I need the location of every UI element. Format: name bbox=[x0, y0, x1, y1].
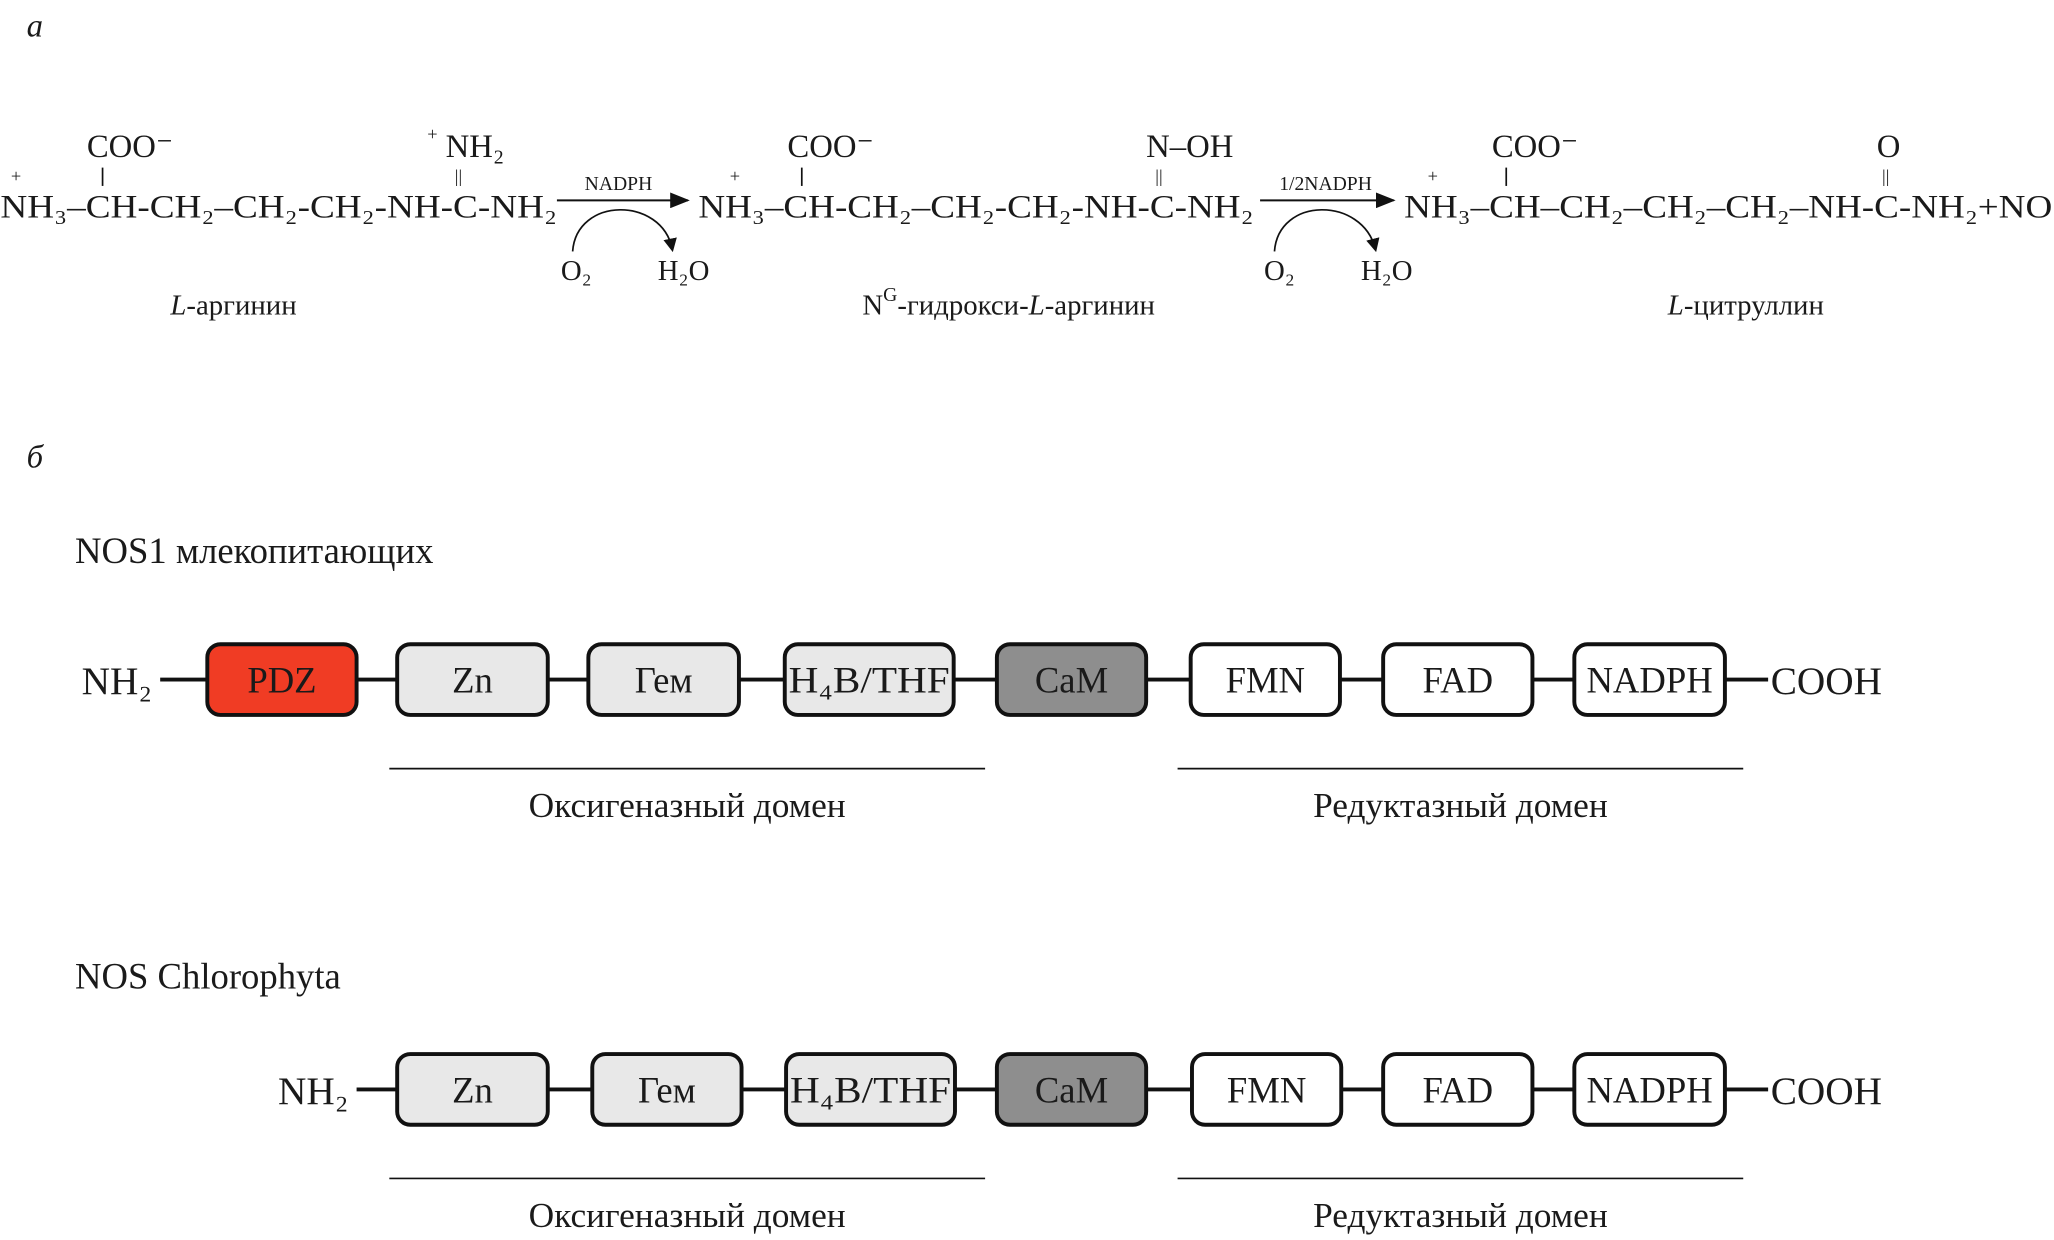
product-h2o: H₂O bbox=[658, 255, 710, 287]
domain-label: FAD bbox=[1422, 660, 1493, 701]
formula-chain: NH₃–CH-CH₂–CH₂-CH₂-NH-C-NH₂ bbox=[0, 189, 556, 225]
domain-label: Zn bbox=[452, 1070, 493, 1111]
reaction-arrow-1: NADPH O₂ H₂O bbox=[556, 173, 710, 287]
oxygenase-domain-label: Оксигеназный домен bbox=[529, 1195, 846, 1235]
domain-label: PDZ bbox=[247, 660, 316, 701]
carboxylate: COO⁻ bbox=[787, 129, 873, 165]
domain-rect bbox=[1381, 642, 1535, 717]
domain-box: FAD bbox=[1381, 1052, 1535, 1127]
double-bond: || bbox=[1882, 166, 1889, 186]
double-bond: || bbox=[1155, 166, 1162, 186]
domain-box: H₄B/THF bbox=[782, 642, 956, 717]
molecule-name: L-цитруллин bbox=[1667, 289, 1824, 321]
domain-label: Гем bbox=[638, 1070, 696, 1111]
protein-1: NOS Chlorophyta NH₂ COOH Zn Гем H₄B/THF CaM FMN… bbox=[75, 956, 1882, 1235]
carboxylate: COO⁻ bbox=[87, 129, 173, 165]
domain-box: CaM bbox=[994, 642, 1149, 717]
protein-diagrams: NOS1 млекопитающих NH₂ COOH PDZ Zn Гем H₄B/THF… bbox=[75, 530, 1882, 1235]
domain-box: CaM bbox=[994, 1052, 1149, 1127]
domain-rect bbox=[395, 642, 550, 717]
panel-b-label: б bbox=[27, 439, 45, 475]
n-terminus: NH₂ bbox=[278, 1070, 348, 1113]
n-terminus: NH₂ bbox=[82, 660, 152, 703]
domain-box: NADPH bbox=[1572, 1052, 1727, 1127]
charge-plus: + bbox=[427, 124, 437, 144]
charge-plus: + bbox=[1428, 166, 1438, 186]
domain-box: Гем bbox=[586, 642, 741, 717]
domain-box: NADPH bbox=[1572, 642, 1727, 717]
domain-label: NADPH bbox=[1586, 1070, 1712, 1111]
carbonyl-oxygen: O bbox=[1877, 129, 1901, 165]
molecule-l-citrulline: NH₃–CH–CH₂–CH₂–CH₂–NH-C-NH₂+NO + COO⁻ O … bbox=[1404, 129, 2052, 321]
domain-rect bbox=[1190, 1052, 1344, 1127]
domain-rect bbox=[586, 642, 741, 717]
molecule-hydroxy-arginine: NH₃–CH-CH₂–CH₂-CH₂-NH-C-NH₂ + COO⁻ N–OH … bbox=[698, 129, 1253, 321]
domain-box: Гем bbox=[590, 1052, 744, 1127]
domain-label: CaM bbox=[1035, 1070, 1108, 1111]
charge-plus: + bbox=[730, 166, 740, 186]
molecule-name: NG-гидрокси-L-аргинин bbox=[862, 284, 1155, 321]
charge-plus: + bbox=[11, 166, 21, 186]
cofactor-label: 1/2NADPH bbox=[1279, 173, 1372, 195]
domain-rect bbox=[994, 642, 1149, 717]
domain-rect bbox=[205, 642, 359, 717]
molecule-l-arginine: NH₃–CH-CH₂–CH₂-CH₂-NH-C-NH₂ + COO⁻ + NH₂… bbox=[0, 124, 556, 321]
domain-label: CaM bbox=[1035, 660, 1108, 701]
domain-rect bbox=[1572, 1052, 1727, 1127]
protein-0: NOS1 млекопитающих NH₂ COOH PDZ Zn Гем H₄B/THF… bbox=[75, 530, 1882, 825]
molecule-name: L-аргинин bbox=[169, 289, 296, 321]
panel-a-label: а bbox=[27, 9, 43, 45]
c-terminus: COOH bbox=[1771, 660, 1882, 703]
domain-label: NADPH bbox=[1586, 660, 1712, 701]
formula-chain: NH₃–CH-CH₂–CH₂-CH₂-NH-C-NH₂ bbox=[698, 189, 1253, 225]
domain-rect bbox=[782, 642, 956, 717]
domain-rect bbox=[1572, 642, 1727, 717]
reductase-domain-label: Редуктазный домен bbox=[1313, 1195, 1608, 1235]
domain-rect bbox=[1188, 642, 1342, 717]
domain-label: Zn bbox=[452, 660, 493, 701]
domain-box: Zn bbox=[395, 1052, 550, 1127]
reactant-o2: O₂ bbox=[1264, 255, 1295, 287]
domain-label: Гем bbox=[635, 660, 693, 701]
protein-title: NOS Chlorophyta bbox=[75, 956, 341, 997]
domain-box: H₄B/THF bbox=[784, 1052, 957, 1127]
double-bond: || bbox=[455, 166, 462, 186]
oxygenase-domain-label: Оксигеназный домен bbox=[529, 785, 846, 825]
domain-box: FMN bbox=[1188, 642, 1342, 717]
domain-label: FMN bbox=[1226, 660, 1305, 701]
amine-group: NH₂ bbox=[446, 129, 505, 165]
reactant-o2: O₂ bbox=[561, 255, 592, 287]
domain-rect bbox=[590, 1052, 744, 1127]
domain-rect bbox=[395, 1052, 550, 1127]
domain-rect bbox=[1381, 1052, 1535, 1127]
domain-box: PDZ bbox=[205, 642, 359, 717]
domain-box: FAD bbox=[1381, 642, 1535, 717]
c-terminus: COOH bbox=[1771, 1070, 1882, 1113]
formula-chain: NH₃–CH–CH₂–CH₂–CH₂–NH-C-NH₂+NO bbox=[1404, 189, 2052, 225]
hydroxyimino-group: N–OH bbox=[1146, 129, 1233, 165]
protein-title: NOS1 млекопитающих bbox=[75, 530, 433, 571]
domain-label: FMN bbox=[1227, 1070, 1306, 1111]
domain-label: H₄B/THF bbox=[790, 1070, 951, 1111]
product-h2o: H₂O bbox=[1361, 255, 1413, 287]
cofactor-label: NADPH bbox=[585, 173, 653, 195]
reaction-arrow-2: 1/2NADPH O₂ H₂O bbox=[1260, 173, 1413, 287]
domain-box: Zn bbox=[395, 642, 550, 717]
domain-label: H₄B/THF bbox=[789, 660, 950, 701]
domain-label: FAD bbox=[1422, 1070, 1493, 1111]
carboxylate: COO⁻ bbox=[1492, 129, 1578, 165]
domain-box: FMN bbox=[1190, 1052, 1344, 1127]
domain-rect bbox=[784, 1052, 957, 1127]
reductase-domain-label: Редуктазный домен bbox=[1313, 785, 1608, 825]
domain-rect bbox=[994, 1052, 1149, 1127]
